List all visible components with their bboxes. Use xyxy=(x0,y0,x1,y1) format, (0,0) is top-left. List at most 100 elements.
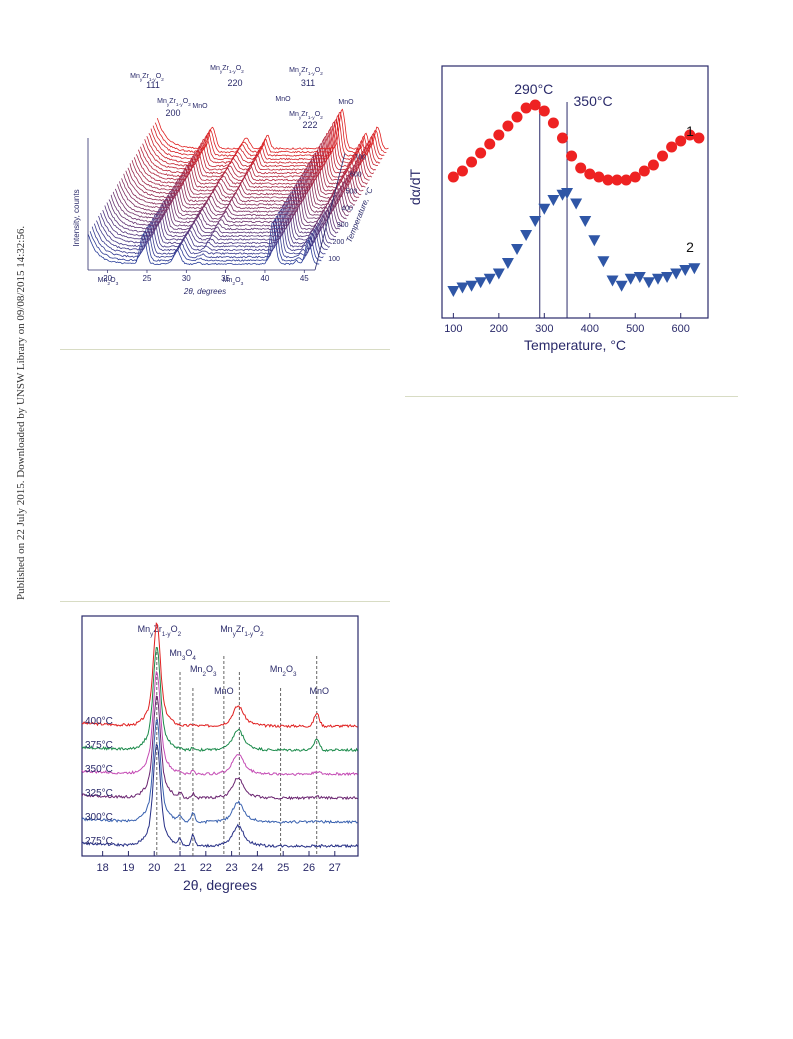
series-2-point xyxy=(642,277,655,289)
divider-1 xyxy=(60,349,390,350)
series-2-point xyxy=(615,280,628,292)
label-part: 1-y xyxy=(229,69,236,75)
z-tick-label: 100 xyxy=(328,256,340,263)
annotation-label: 290°C xyxy=(514,81,553,97)
label-part: Zr xyxy=(236,624,245,634)
waterfall-curve xyxy=(112,179,345,224)
series-label: 1 xyxy=(686,123,694,139)
series-2-point xyxy=(597,256,610,268)
waterfall-curve xyxy=(123,162,356,206)
series-2-point xyxy=(579,216,592,227)
waterfall-chart: 20 25 30 35 40 45 2θ, degrees Intensity, counts… xyxy=(72,65,389,296)
label-part: y xyxy=(220,70,223,75)
label-part: Zr xyxy=(142,73,149,80)
label-part: Mn xyxy=(223,277,233,284)
label-part: y xyxy=(299,72,302,77)
series-2-point xyxy=(474,277,487,289)
waterfall-curve xyxy=(144,128,376,171)
peak-annotation: Mn2O3 xyxy=(223,277,244,287)
x-axis-label: 2θ, degrees xyxy=(183,877,257,893)
series-1-point xyxy=(693,132,705,144)
series-1-point xyxy=(511,111,523,123)
z-tick-label: 600 xyxy=(350,171,362,178)
series-2-point xyxy=(561,188,574,199)
series-1-point xyxy=(475,147,487,159)
label-part: 2 xyxy=(178,631,182,638)
x-tick-label: 25 xyxy=(277,862,289,874)
annotation-label: 350°C xyxy=(574,93,613,109)
series-2-point xyxy=(483,273,496,285)
label-part: O xyxy=(185,648,192,658)
label-part: 3 xyxy=(293,671,297,678)
series-2-point xyxy=(456,282,469,294)
series-1-point xyxy=(547,117,559,129)
x-tick-label: 300 xyxy=(535,323,553,335)
series-2-point xyxy=(547,195,560,206)
label-part: 2 xyxy=(232,281,235,287)
series-1-point xyxy=(666,141,678,153)
reference-label: Mn2O3 xyxy=(190,664,217,678)
x-tick-label: 45 xyxy=(300,274,309,283)
x-tick-label: 400 xyxy=(581,323,599,335)
xrd-curve xyxy=(81,670,358,777)
waterfall-curve xyxy=(121,167,353,210)
label-part: Mn xyxy=(130,73,140,80)
label-part: Mn xyxy=(169,648,182,658)
series-2-point xyxy=(651,273,664,285)
xrd-curve xyxy=(81,744,358,849)
series-2-point xyxy=(492,268,505,280)
x-tick-label: 26 xyxy=(303,862,315,874)
label-part: Zr xyxy=(222,65,229,72)
waterfall-curve xyxy=(146,125,379,168)
peak-annotation: MnyZr1-yO2 xyxy=(130,73,164,83)
waterfall-curve xyxy=(91,215,324,259)
waterfall-curve xyxy=(108,186,341,231)
scatter-chart: 100 200 300 400 500 600 Temperature, °C dα/dT 29… xyxy=(407,65,709,353)
label-part: O xyxy=(253,624,260,634)
series-label: 350°C xyxy=(85,764,113,775)
xrd-curve xyxy=(81,695,358,801)
label-part: 1-y xyxy=(162,631,172,638)
z-tick-label: 400 xyxy=(341,205,353,212)
series-1-point xyxy=(556,132,568,144)
waterfall-curve xyxy=(117,174,349,217)
label-part: 1-y xyxy=(149,77,156,83)
xrd-curve xyxy=(81,647,358,753)
series-label: 2 xyxy=(686,239,694,255)
peak-annotation: MnO xyxy=(192,103,208,110)
waterfall-curve xyxy=(87,220,320,266)
series-2-point xyxy=(538,203,551,215)
peak-annotation: MnyZr1-yO2 xyxy=(289,111,323,121)
series-label: 400°C xyxy=(85,716,113,727)
label-part: 3 xyxy=(182,655,186,662)
z-tick-label: 700 xyxy=(354,154,366,161)
peak-annotation: MnO xyxy=(338,99,354,106)
waterfall-curve xyxy=(154,111,387,154)
series-1-point xyxy=(620,174,632,186)
series-1-point xyxy=(629,171,641,183)
label-part: O xyxy=(236,65,242,72)
label-part: O xyxy=(156,73,162,80)
plot-frame xyxy=(441,65,709,319)
series-1-point xyxy=(456,165,468,177)
x-tick-label: 500 xyxy=(626,323,644,335)
x-tick-label: 20 xyxy=(148,862,160,874)
label-part: O xyxy=(235,277,241,284)
label-part: 2 xyxy=(107,281,110,287)
label-part: Mn xyxy=(289,111,299,118)
x-tick-label: 23 xyxy=(225,862,237,874)
stacked-xrd-chart: MnyZr1-yO2Mn3O4Mn2O3MnOMnyZr1-yO2Mn2O3Mn… xyxy=(81,615,359,893)
waterfall-curve xyxy=(93,211,326,255)
label-part: Mn xyxy=(210,65,220,72)
label-part: 2 xyxy=(282,671,286,678)
series-1-point xyxy=(520,102,532,114)
peak-annotation: MnyZr1-yO2 xyxy=(157,98,191,108)
waterfall-curve xyxy=(104,193,337,238)
x-tick-label: 30 xyxy=(182,274,191,283)
label-part: y xyxy=(150,631,154,638)
series-label: 275°C xyxy=(85,836,113,847)
peak-annotation: Mn2O3 xyxy=(98,277,119,287)
waterfall-curve xyxy=(98,203,330,248)
waterfall-curve xyxy=(142,133,375,175)
label-part: y xyxy=(140,78,143,83)
